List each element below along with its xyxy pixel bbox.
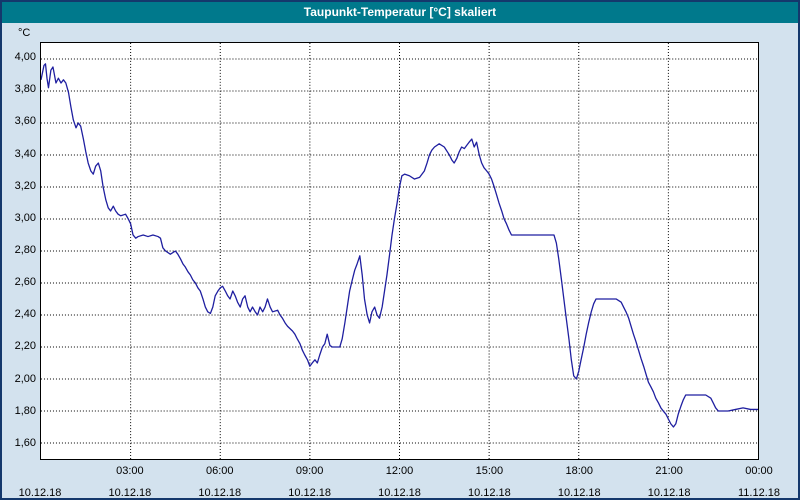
x-date-label: 10.12.18: [288, 487, 332, 499]
x-date-label: 10.12.18: [467, 487, 511, 499]
x-date-label: 10.12.18: [198, 487, 242, 499]
chart-canvas: [41, 43, 758, 459]
y-tick-label: 4,00: [14, 51, 36, 64]
y-tick-label: 3,60: [14, 115, 36, 128]
plot-area: [40, 42, 759, 460]
x-time-label: 00:00: [745, 465, 773, 477]
x-time-label: 06:00: [205, 465, 234, 477]
x-date-label: 10.12.18: [378, 487, 421, 499]
y-tick-label: 3,40: [14, 147, 36, 160]
x-date-label: 10.12.18: [557, 487, 601, 499]
y-tick-label: 3,00: [14, 211, 36, 224]
y-tick-label: 2,20: [14, 340, 36, 353]
x-time-label: 09:00: [295, 465, 324, 477]
y-tick-label: 1,80: [14, 404, 36, 417]
x-time-label: 12:00: [385, 465, 414, 477]
y-tick-label: 1,60: [14, 436, 36, 449]
y-tick-label: 2,60: [14, 276, 36, 289]
y-tick-label: 2,80: [14, 244, 36, 256]
x-time-label: 21:00: [655, 465, 683, 477]
x-date-label: 10.12.18: [18, 487, 62, 499]
x-date-label: 10.12.18: [647, 487, 691, 499]
y-axis-unit-label: °C: [18, 27, 31, 39]
y-tick-label: 3,20: [14, 179, 36, 192]
chart-title: Taupunkt-Temperatur [°C] skaliert: [303, 5, 497, 19]
title-bar: Taupunkt-Temperatur [°C] skaliert: [2, 2, 798, 23]
x-date-label: 11.12.18: [737, 487, 780, 499]
y-tick-label: 3,80: [14, 83, 36, 96]
x-time-label: 18:00: [565, 465, 594, 477]
series-line: [41, 63, 758, 428]
x-time-label: 03:00: [116, 465, 144, 477]
x-date-label: 10.12.18: [108, 487, 152, 499]
y-tick-label: 2,40: [14, 308, 36, 321]
y-tick-label: 2,00: [14, 372, 36, 385]
x-time-label: 15:00: [475, 465, 504, 477]
